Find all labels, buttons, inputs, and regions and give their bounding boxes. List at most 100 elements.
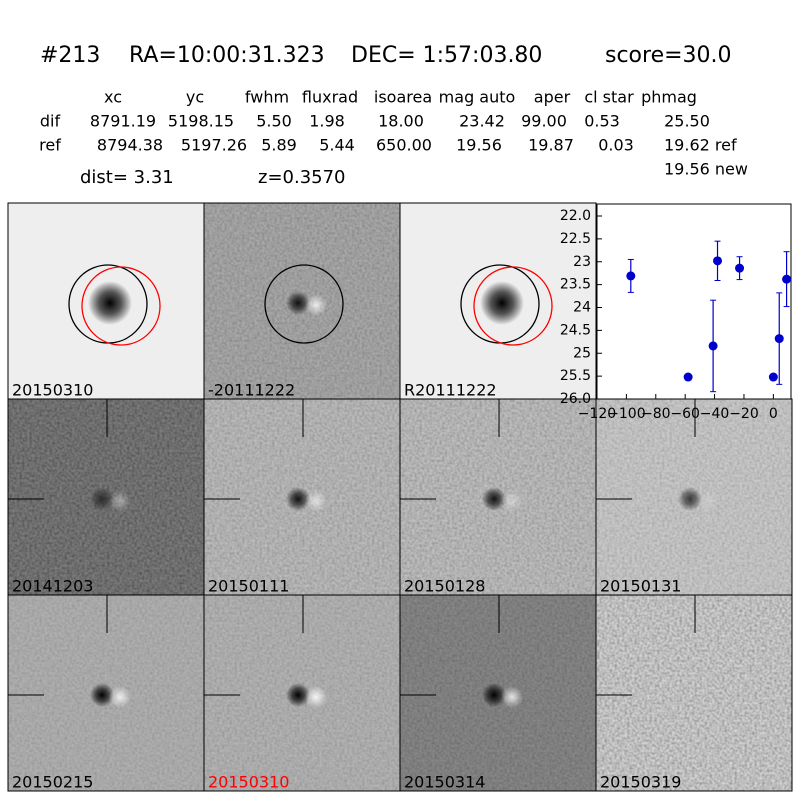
column-header: yc (186, 88, 204, 107)
table-cell: 650.00 (376, 136, 432, 155)
dist: dist= 3.31 (80, 167, 174, 188)
panel-label: 20150319 (600, 773, 681, 792)
y-tick-label: 22.0 (560, 208, 591, 224)
table-cell: 0.03 (598, 136, 634, 155)
column-header: fluxrad (302, 88, 358, 107)
column-header: xc (104, 88, 122, 107)
dec: DEC= 1:57:03.80 (351, 43, 542, 68)
source-dark (480, 281, 524, 325)
red-circle (81, 266, 161, 346)
source-dark (286, 487, 310, 511)
table-cell: 5.89 (261, 136, 297, 155)
score: score=30.0 (605, 43, 732, 68)
data-point (782, 274, 792, 284)
table-cell: 5.50 (256, 112, 292, 131)
candidate-id: #213 (40, 43, 100, 68)
source-light (305, 490, 327, 512)
source-dark (88, 281, 132, 325)
panels: 20150310 -20111222 R20111222 20141203 201501… (7, 202, 793, 792)
table-cell: 0.53 (584, 112, 620, 131)
plot-area (596, 203, 792, 400)
y-tick-label: 25 (573, 345, 591, 361)
data-point (626, 271, 636, 281)
table-cell: 19.87 (528, 136, 574, 155)
ra: RA=10:00:31.323 (129, 43, 325, 68)
column-header: fwhm (245, 88, 289, 107)
column-header: aper (534, 88, 571, 107)
row-label: dif (40, 112, 61, 131)
panel-label: 20150310 (12, 381, 93, 400)
table-cell: 99.00 (521, 112, 567, 131)
x-tick-label: −60 (670, 406, 700, 422)
panel-label: 20150310 (208, 773, 289, 792)
table-cell: 5197.26 (181, 136, 247, 155)
light-curve: 22.0 22.5 23 23.5 24 24.5 25 25.5 26.0−120−100−8… (560, 203, 792, 422)
panel-border (595, 594, 793, 792)
data-point (713, 256, 723, 266)
red-circle (473, 266, 553, 346)
table-cell: 5.44 (319, 136, 355, 155)
image-panel: 20150111 (203, 398, 401, 596)
column-header: cl star (584, 88, 634, 107)
source-light (305, 294, 327, 316)
image-panel: R20111222 (399, 202, 597, 400)
panel-label: 20150215 (12, 773, 93, 792)
panel-noise (596, 595, 792, 791)
source-light (109, 686, 131, 708)
data-point (774, 334, 784, 344)
source-dark (286, 291, 310, 315)
y-tick-label: 23 (573, 254, 591, 270)
data-point (708, 341, 718, 351)
y-tick-label: 23.5 (560, 277, 591, 293)
panel-label: R20111222 (404, 381, 497, 400)
image-panel: 20150310 (7, 202, 205, 400)
image-panel: 20150314 (399, 594, 597, 792)
panel-label: -20111222 (208, 381, 295, 400)
table-cell: 23.42 (459, 112, 505, 131)
source-light (109, 490, 131, 512)
header: #213 RA=10:00:31.323 DEC= 1:57:03.80 sco… (40, 43, 748, 188)
table-cell: 19.56 (456, 136, 502, 155)
x-tick-label: −100 (607, 406, 645, 422)
source-dark (90, 487, 114, 511)
source-dark (90, 683, 114, 707)
y-tick-label: 24.5 (560, 322, 591, 338)
source-light (501, 686, 523, 708)
x-tick-label: −40 (700, 406, 730, 422)
table-cell: 8794.38 (97, 136, 163, 155)
y-tick-label: 22.5 (560, 231, 591, 247)
image-panel: 20150310 (203, 594, 401, 792)
image-panel: 20150128 (399, 398, 597, 596)
source-light (305, 686, 327, 708)
table-cell: 8791.19 (90, 112, 156, 131)
table-cell: 1.98 (309, 112, 345, 131)
table-cell: 18.00 (378, 112, 424, 131)
data-point (683, 372, 693, 382)
row-label: ref (39, 136, 61, 155)
source-dark (678, 487, 702, 511)
x-tick-label: −80 (641, 406, 671, 422)
panel-label: 20150131 (600, 577, 681, 596)
column-header: mag auto (439, 88, 516, 107)
panel-label: 20150111 (208, 577, 289, 596)
y-tick-label: 25.5 (560, 368, 591, 384)
x-tick-label: −20 (729, 406, 759, 422)
image-panel: 20150319 (595, 594, 793, 792)
source-dark (286, 683, 310, 707)
table-cell: 25.50 (664, 112, 710, 131)
phmag-new: 19.56 new (664, 160, 748, 179)
panel-label: 20150314 (404, 773, 485, 792)
data-point (768, 372, 778, 382)
image-panel: 20150131 (595, 398, 793, 596)
black-circle (264, 264, 344, 344)
x-tick-label: −120 (578, 406, 616, 422)
panel-label: 20141203 (12, 577, 93, 596)
source-light (501, 490, 523, 512)
source-dark (482, 487, 506, 511)
image-panel: 20141203 (7, 398, 205, 596)
redshift: z=0.3570 (258, 167, 346, 188)
image-panel: 20150215 (7, 594, 205, 792)
data-point (735, 263, 745, 273)
table-cell: 5198.15 (168, 112, 234, 131)
